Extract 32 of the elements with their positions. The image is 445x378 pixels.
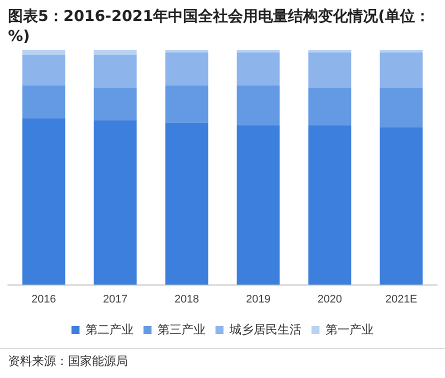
text: 资料来源：国家能源局 (0, 348, 445, 370)
chart-title: 图表5：2016-2021年中国全社会用电量结构变化情况(单位：%) (7, 6, 432, 46)
bar (22, 85, 66, 118)
x-tick-label: 2021E (385, 293, 418, 306)
x-tick-label: 2018 (174, 293, 199, 306)
x-tick-label: 2020 (318, 293, 342, 306)
bar (236, 125, 280, 285)
legend-label: 城乡居民生活 (228, 322, 302, 336)
bar (308, 52, 352, 88)
bar (165, 122, 208, 285)
legend-label: 第二产业 (86, 322, 134, 336)
bar (94, 120, 137, 285)
x-tick-label: 2016 (32, 293, 56, 306)
bar (22, 118, 66, 285)
bar (165, 52, 208, 86)
bar (380, 88, 423, 128)
bar (165, 85, 208, 123)
bar (94, 50, 137, 55)
legend-label: 第一产业 (326, 322, 374, 336)
x-tick-label: 2019 (246, 293, 270, 306)
bar (308, 88, 352, 126)
bar (236, 52, 280, 86)
x-tick-label: 2017 (103, 293, 128, 306)
bar (22, 50, 66, 55)
bar (236, 85, 280, 126)
bar (308, 125, 352, 285)
bar (380, 52, 423, 88)
legend-label: 第三产业 (158, 322, 206, 336)
bar (22, 54, 66, 86)
bar (94, 88, 137, 120)
bar (380, 127, 423, 285)
bar (94, 54, 137, 88)
